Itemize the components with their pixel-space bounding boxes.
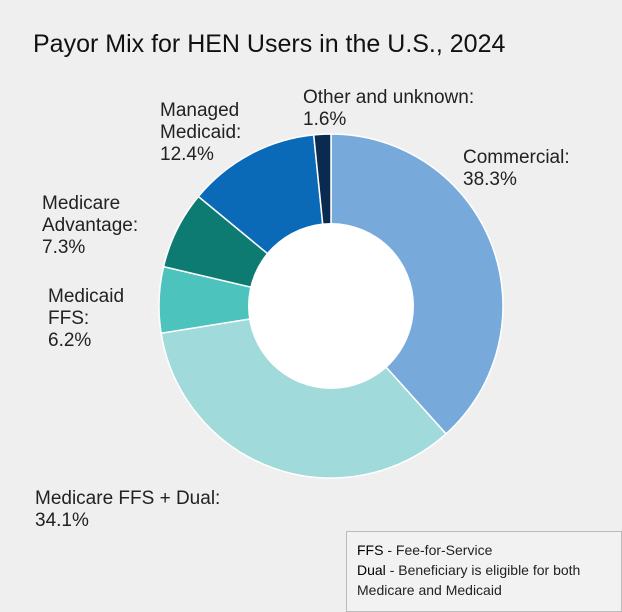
note: Dual - Beneficiary is eligible for both …: [357, 560, 611, 600]
slice-label: Medicare Advantage: 7.3%: [42, 193, 172, 259]
note-text: - Beneficiary is eligible for both Medic…: [357, 562, 581, 598]
category-label: Medicare Advantage:: [42, 193, 139, 236]
slice-label: Medicare FFS + Dual: 34.1%: [35, 488, 295, 532]
slice-label: Medicaid FFS: 6.2%: [48, 286, 158, 352]
donut-hole: [248, 223, 414, 389]
slice-label: Managed Medicaid: 12.4%: [160, 100, 270, 166]
value-label: 34.1%: [35, 510, 89, 531]
category-label: Managed Medicaid:: [160, 100, 242, 143]
slice: [160, 305, 448, 479]
value-label: 38.3%: [463, 169, 517, 190]
chart-title: Payor Mix for HEN Users in the U.S., 202…: [33, 30, 506, 58]
slice-label: Other and unknown: 1.6%: [303, 87, 543, 131]
category-label: Other and unknown:: [303, 87, 475, 108]
note-text: - Fee-for-Service: [387, 542, 493, 558]
notes-box: FFS - Fee-for-Service Dual - Beneficiary …: [346, 531, 622, 612]
value-label: 12.4%: [160, 144, 214, 165]
note-term: FFS: [357, 542, 384, 558]
note: FFS - Fee-for-Service: [357, 540, 611, 560]
value-label: 7.3%: [42, 237, 86, 258]
category-label: Medicare FFS + Dual:: [35, 488, 221, 509]
category-label: Medicaid FFS:: [48, 286, 125, 329]
slice-label: Commercial: 38.3%: [463, 147, 622, 191]
value-label: 1.6%: [303, 109, 347, 130]
note-term: Dual: [357, 562, 386, 578]
slice: [330, 133, 504, 435]
value-label: 6.2%: [48, 330, 92, 351]
category-label: Commercial:: [463, 147, 570, 168]
